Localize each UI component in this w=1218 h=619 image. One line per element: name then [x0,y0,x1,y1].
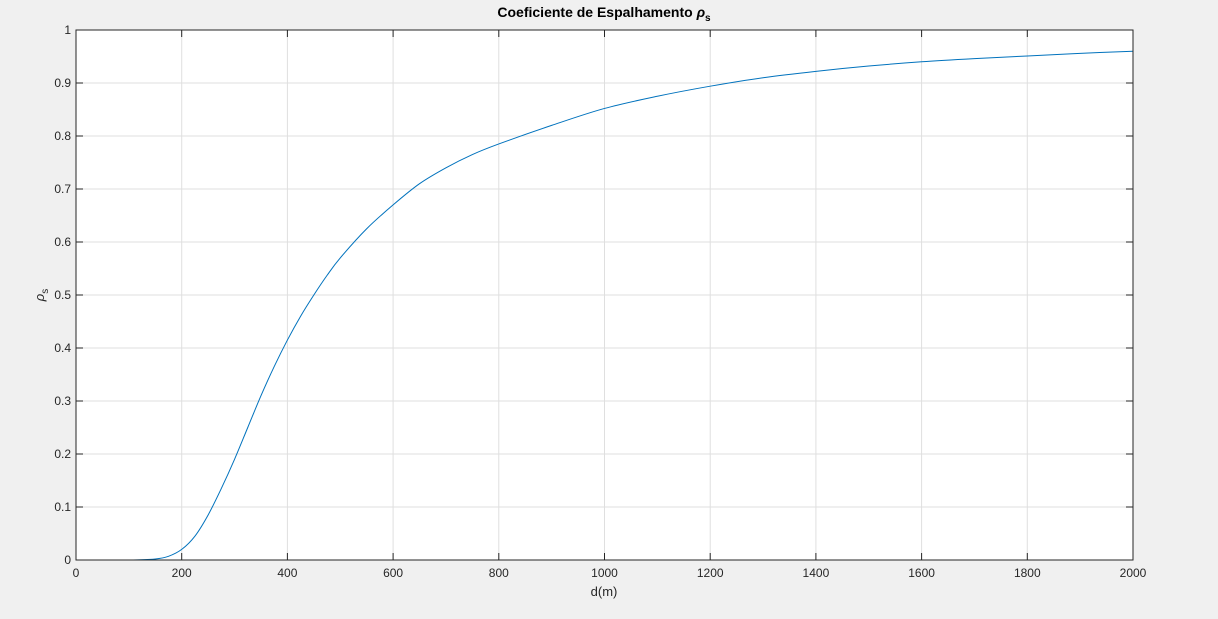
x-tick-label: 200 [172,566,192,580]
y-tick-label: 0.8 [54,129,71,143]
y-tick-label: 0.6 [54,235,71,249]
x-tick-label: 1600 [908,566,935,580]
series-layer [76,50,1134,561]
chart-title: Coeficiente de Espalhamento ρs [497,4,711,24]
x-tick-label: 1800 [1014,566,1041,580]
x-tick-label: 600 [383,566,403,580]
tick-marks [75,29,1134,561]
title-rho-symbol: ρ [696,4,706,20]
x-tick-labels: 0 200 400 600 800 1000 1200 1400 1600 1800 2000 [73,566,1147,580]
x-tick-label: 800 [489,566,509,580]
title-subscript: s [705,13,711,24]
y-axis-label: ρs [32,289,51,302]
x-tick-label: 1200 [697,566,724,580]
y-tick-label: 0.5 [54,288,71,302]
y-tick-label: 0.2 [54,447,71,461]
y-tick-label: 0.3 [54,394,71,408]
x-tick-label: 1400 [803,566,830,580]
y-tick-label: 0 [64,553,71,567]
y-label-subscript: s [40,289,51,294]
series-line [76,50,1134,561]
x-tick-label: 2000 [1120,566,1147,580]
y-tick-label: 0.7 [54,182,71,196]
x-tick-label: 1000 [591,566,618,580]
y-label-rho-symbol: ρ [32,293,47,302]
x-axis-label: d(m) [591,584,618,599]
y-tick-labels: 0 0.1 0.2 0.3 0.4 0.5 0.6 0.7 0.8 0.9 1 [54,23,71,567]
y-tick-label: 0.1 [54,500,71,514]
x-tick-label: 400 [277,566,297,580]
y-tick-label: 0.9 [54,76,71,90]
y-tick-label: 1 [64,23,71,37]
y-tick-label: 0.4 [54,341,71,355]
x-tick-label: 0 [73,566,80,580]
